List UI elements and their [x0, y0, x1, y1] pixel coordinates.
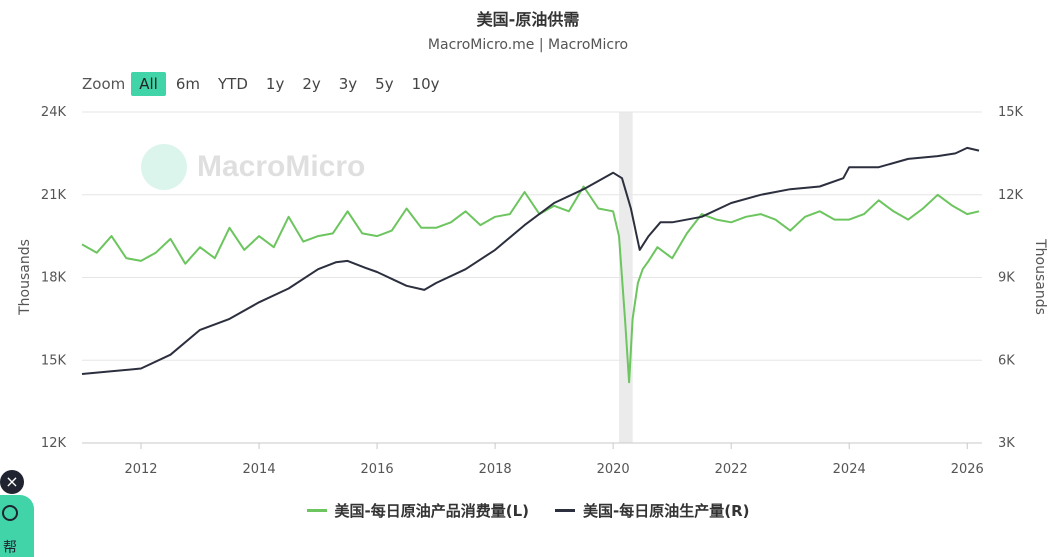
zoom-button-all[interactable]: All: [131, 72, 166, 96]
chart-legend: 美国-每日原油产品消费量(L) 美国-每日原油生产量(R): [0, 500, 1056, 521]
x-tick-label: 2016: [361, 462, 394, 477]
zoom-button-5y[interactable]: 5y: [375, 75, 394, 93]
watermark-chart-icon: [141, 144, 187, 190]
series-layer: [81, 146, 980, 384]
chart-plot: 12K 3K 15K 6K 18K 9K 21K 12K 24K 15K 2012 2014 2016 2…: [17, 105, 1048, 477]
legend-swatch-production: [555, 509, 575, 512]
y-left-tick-label: 12K: [41, 436, 67, 451]
y-right-tick-label: 6K: [998, 353, 1015, 368]
zoom-button-2y[interactable]: 2y: [302, 75, 321, 93]
zoom-button-3y[interactable]: 3y: [338, 75, 358, 93]
gridlines: [82, 111, 982, 444]
y-left-tick-label: 15K: [41, 353, 67, 368]
zoom-label: Zoom: [82, 75, 126, 93]
y-right-tick-label: 12K: [998, 188, 1024, 203]
y-left-tick-label: 18K: [41, 271, 67, 286]
axis-ticks: 12K 3K 15K 6K 18K 9K 21K 12K 24K 15K 2012 2014 2016 2…: [41, 105, 1024, 477]
zoom-toolbar: Zoom All 6m YTD 1y 2y 3y 5y 10y: [82, 71, 450, 97]
y-right-tick-label: 15K: [998, 105, 1024, 120]
chart-subtitle: MacroMicro.me | MacroMicro: [427, 37, 629, 53]
help-tab[interactable]: 帮: [0, 495, 34, 557]
x-tick-label: 2014: [243, 462, 276, 477]
x-tick-label: 2018: [479, 462, 512, 477]
series-line-consumption: [81, 185, 980, 384]
watermark-logo: MacroMicro: [141, 144, 365, 190]
y-left-tick-label: 21K: [41, 188, 67, 203]
x-tick-label: 2024: [833, 462, 866, 477]
series-line-production: [81, 146, 980, 375]
help-label: 帮: [3, 540, 17, 556]
close-icon[interactable]: ×: [0, 470, 24, 494]
zoom-button-10y[interactable]: 10y: [411, 75, 440, 93]
y-left-tick-label: 24K: [41, 105, 67, 120]
legend-label-production: 美国-每日原油生产量(R): [583, 502, 750, 520]
x-tick-label: 2020: [597, 462, 630, 477]
zoom-button-ytd[interactable]: YTD: [218, 75, 248, 93]
lifebuoy-icon: [2, 505, 18, 521]
zoom-button-6m[interactable]: 6m: [175, 75, 201, 93]
legend-item-production[interactable]: 美国-每日原油生产量(R): [555, 500, 750, 521]
help-widget: × 帮: [0, 470, 36, 557]
x-tick-label: 2026: [951, 462, 984, 477]
y-right-tick-label: 9K: [998, 271, 1015, 286]
watermark-text: MacroMicro: [197, 150, 366, 183]
y-right-tick-label: 3K: [998, 436, 1015, 451]
y-axis-right-label: Thousands: [1032, 238, 1048, 315]
x-tick-label: 2022: [715, 462, 748, 477]
legend-swatch-consumption: [306, 509, 327, 512]
legend-label-consumption: 美国-每日原油产品消费量(L): [334, 502, 530, 520]
legend-item-consumption[interactable]: 美国-每日原油产品消费量(L): [306, 500, 530, 521]
x-tick-label: 2012: [124, 462, 157, 477]
y-axis-left-label: Thousands: [17, 239, 33, 316]
zoom-button-1y[interactable]: 1y: [265, 75, 285, 93]
chart-title: 美国-原油供需: [476, 10, 580, 29]
